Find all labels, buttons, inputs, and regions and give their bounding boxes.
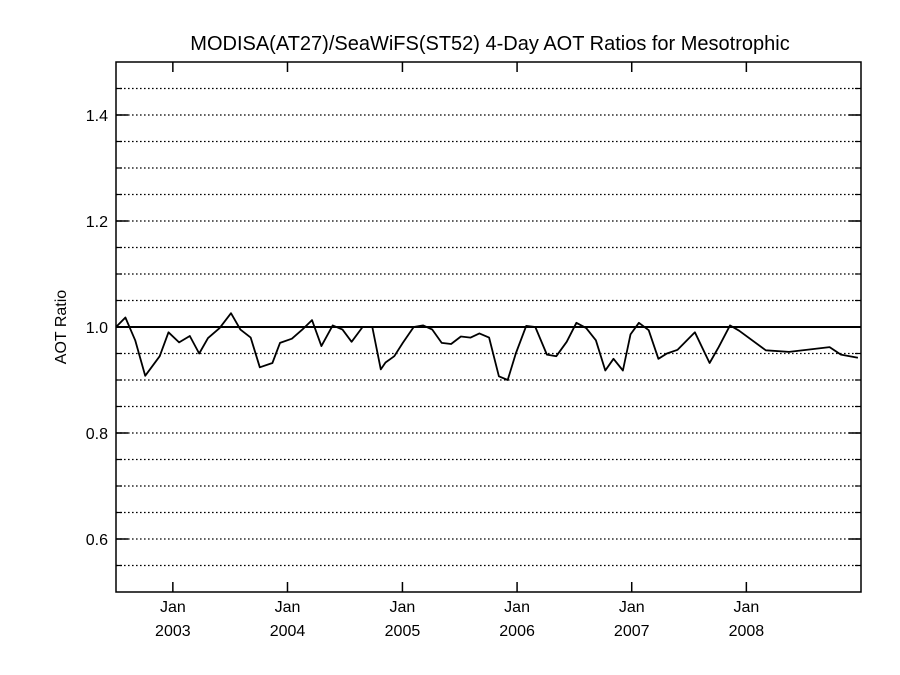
x-tick-year-label: 2007 xyxy=(614,623,650,640)
x-tick-month-label: Jan xyxy=(160,599,186,616)
x-tick-year-label: 2006 xyxy=(499,623,535,640)
x-tick-year-label: 2005 xyxy=(385,623,421,640)
chart-title: MODISA(AT27)/SeaWiFS(ST52) 4-Day AOT Rat… xyxy=(190,33,789,55)
y-tick-label: 0.6 xyxy=(86,532,108,549)
y-gridlines xyxy=(116,87,861,567)
x-tick-year-label: 2003 xyxy=(155,623,191,640)
x-tick-month-label: Jan xyxy=(390,599,416,616)
x-tick-year-label: 2008 xyxy=(729,623,765,640)
series-line xyxy=(115,312,859,381)
y-tick-label: 1.2 xyxy=(86,214,108,231)
y-tick-label: 1.0 xyxy=(86,320,108,337)
x-tick-year-label: 2004 xyxy=(270,623,306,640)
x-tick-month-label: Jan xyxy=(504,599,530,616)
x-tick-month-label: Jan xyxy=(275,599,301,616)
y-tick-label: 1.4 xyxy=(86,108,108,125)
y-axis-label: AOT Ratio xyxy=(53,290,70,365)
data-series xyxy=(115,312,859,381)
x-tick-month-label: Jan xyxy=(733,599,759,616)
x-axis: Jan 2003 Jan 2004 Jan 2005 Jan 2006 Jan 2007 Jan 20… xyxy=(155,62,764,640)
y-tick-label: 0.8 xyxy=(86,426,108,443)
x-tick-month-label: Jan xyxy=(619,599,645,616)
y-axis: 0.6 0.8 1.0 1.2 1.4 xyxy=(86,87,861,567)
